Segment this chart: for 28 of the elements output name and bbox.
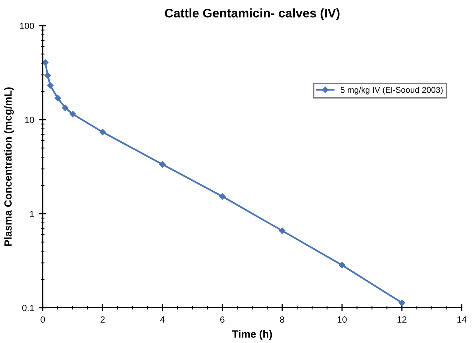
- point: [47, 82, 54, 89]
- point: [100, 129, 106, 136]
- x-tick-label: 4: [160, 316, 165, 323]
- x-tick-label: 6: [220, 316, 225, 323]
- y-axis-title: Plasma Concentration (mcg/mL): [4, 88, 14, 246]
- chart-title: Cattle Gentamicin- calves (IV): [165, 8, 340, 20]
- x-axis-title: Time (h): [232, 330, 272, 340]
- point: [160, 161, 166, 168]
- x-tick-label: 8: [280, 316, 285, 323]
- x-tick-label: 12: [398, 316, 407, 323]
- legend-label: 5 mg/kg IV (El-Sooud 2003): [340, 86, 443, 95]
- x-tick-label: 0: [40, 316, 46, 323]
- y-tick-label: 10: [25, 116, 34, 124]
- x-tick-label: 10: [338, 316, 347, 323]
- point: [62, 104, 69, 112]
- x-tick-label: 14: [458, 316, 467, 323]
- point: [54, 95, 62, 102]
- point: [279, 228, 286, 234]
- point: [219, 193, 226, 200]
- y-tick-label: 100: [20, 22, 34, 30]
- x-tick-label: 2: [100, 316, 105, 323]
- y-tick-label: 1: [30, 211, 34, 218]
- point: [70, 111, 76, 118]
- point: [43, 60, 49, 66]
- y-tick-label: 0.1: [22, 304, 34, 312]
- point: [339, 262, 346, 269]
- point: [44, 72, 52, 79]
- point: [398, 300, 406, 306]
